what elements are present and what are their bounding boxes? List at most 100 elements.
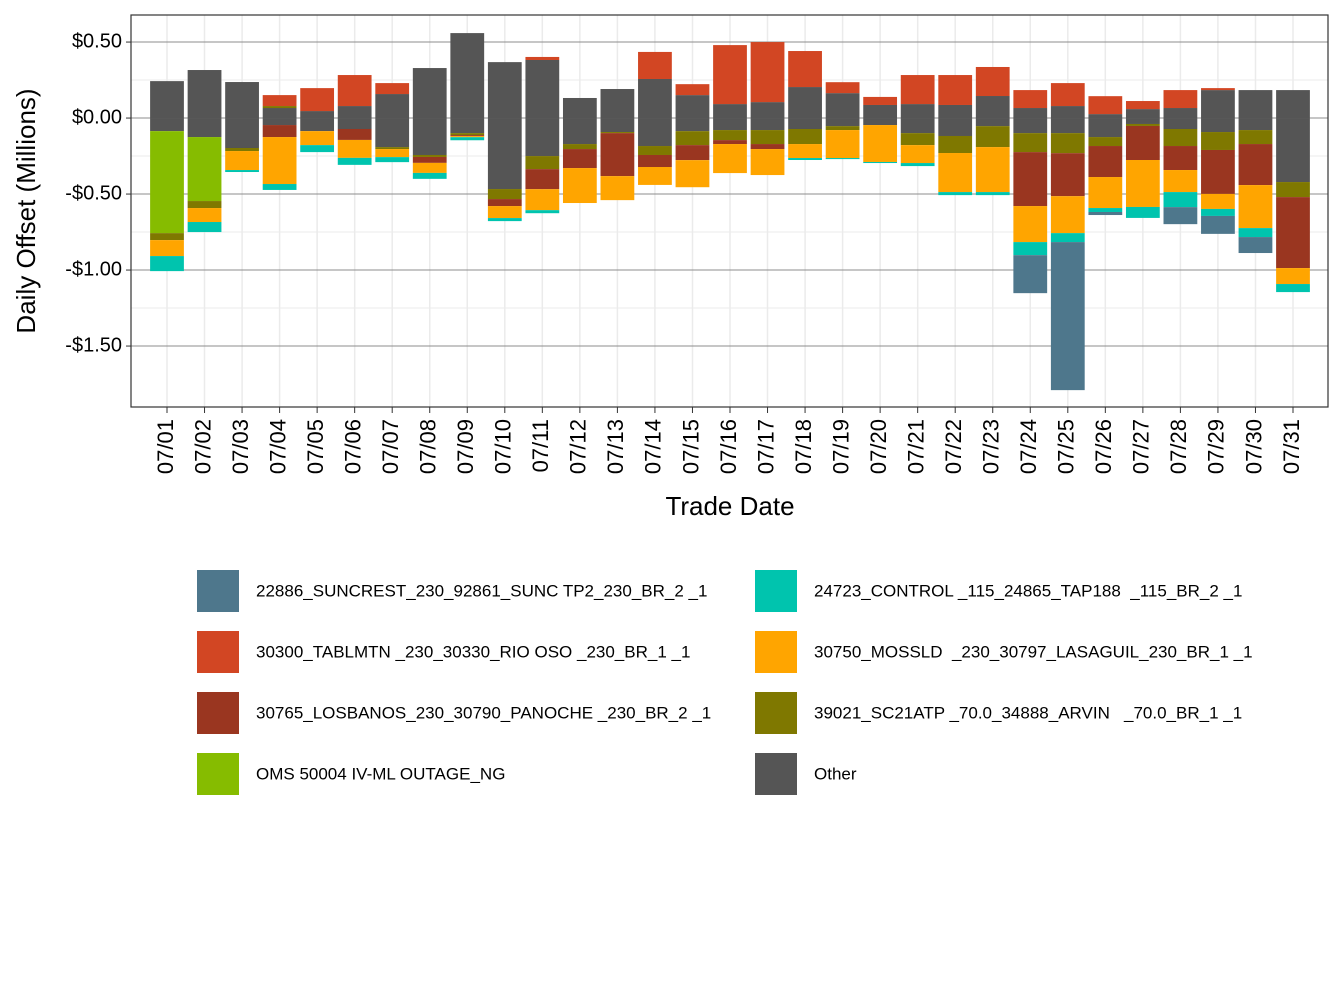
bar-segment [788,118,822,129]
bar-segment [450,118,485,134]
bar-segment [337,106,372,119]
bar-segment [1163,146,1198,171]
bar-segment [150,233,184,241]
x-tick-label: 07/21 [903,419,928,474]
bar-segment [1088,118,1123,138]
x-tick-label: 07/09 [453,419,478,474]
bar-segment [900,133,935,146]
legend-label: OMS 50004 IV-ML OUTAGE_NG [256,764,505,783]
bar-segment [1088,137,1123,147]
x-tick-label: 07/29 [1204,419,1229,474]
bar-segment [450,33,485,119]
bar-segment [1276,90,1310,119]
bar-segment [900,75,935,105]
x-tick-label: 07/06 [340,419,365,474]
bar-segment [487,118,522,190]
bar-segment [938,104,973,119]
x-tick-label: 07/14 [641,419,666,474]
bar-segment [825,126,860,131]
bar-segment [337,128,372,140]
bar-segment [938,135,973,154]
bar-segment [675,95,710,119]
bar-segment [1125,101,1160,110]
bar-segment [1050,196,1085,234]
x-tick-label: 07/20 [866,419,891,474]
bar-segment [638,51,672,79]
legend-label: 22886_SUNCREST_230_92861_SUNC TP2_230_BR… [256,581,707,600]
bar-segment [562,149,597,169]
bar-segment [675,118,710,132]
bar-segment [1088,208,1123,212]
bar-segment [750,149,785,176]
bar-segment [750,130,785,145]
bar-segment [225,170,259,173]
legend-label: 30750_MOSSLD _230_30797_LASAGUIL_230_BR_… [814,642,1253,661]
x-tick-label: 07/31 [1279,419,1304,474]
bar-segment [562,144,597,150]
bar-segment [863,161,898,164]
bar-segment [1050,242,1085,391]
legend-key [197,570,239,612]
bar-segment [337,157,372,165]
bar-segment [638,118,672,147]
bar-segment [788,158,822,161]
bar-segment [600,176,635,201]
bar-segment [938,192,973,196]
bar-segment [975,96,1010,119]
bar-segment [187,208,222,223]
x-tick-label: 07/26 [1091,419,1116,474]
bar-segment [788,87,822,119]
bar-segment [600,89,635,119]
bar-segment [1163,108,1198,119]
bar-segment [412,118,447,155]
bar-segment [450,135,485,137]
bar-segment [1276,118,1310,183]
bar-segment [1013,206,1048,243]
bar-segment [150,256,184,272]
bar-segment [600,133,635,177]
bar-segment [487,189,522,200]
bar-segment [675,131,710,146]
bar-segment [1088,211,1123,216]
x-tick-label: 07/23 [979,419,1004,474]
bar-segment [150,118,184,132]
bar-segment [1238,237,1273,254]
bar-segment [938,153,973,193]
bar-segment [225,82,259,119]
bar-segment [450,136,485,138]
bar-segment [262,118,297,126]
bar-segment [675,145,710,161]
bar-segment [1125,118,1160,124]
bar-segment [375,118,410,148]
bar-segment [1276,284,1310,293]
bar-segment [225,147,259,152]
bar-segment [1163,128,1198,147]
x-tick-label: 07/04 [265,419,290,474]
bar-segment [863,118,898,126]
bar-segment [750,118,785,131]
bar-segment [337,75,372,107]
bar-segment [1163,192,1198,208]
bar-segment [1276,197,1310,269]
legend-key [197,631,239,673]
x-tick-label: 07/19 [828,419,853,474]
bar-segment [1238,144,1273,186]
bar-segment [713,118,747,131]
bar-segment [638,78,672,119]
bar-segment [713,144,747,174]
bar-segment [262,108,297,119]
bar-segment [900,145,935,164]
bar-segment [525,189,560,211]
bar-segment [225,118,259,148]
bar-segment [638,166,672,185]
bar-segment [713,130,747,141]
bar-segment [675,160,710,188]
bar-segment [1013,90,1048,109]
bar-segment [788,128,822,145]
bar-segment [1050,83,1085,107]
bar-segment [938,75,973,105]
legend-key [755,692,797,734]
bar-segment [825,158,860,160]
